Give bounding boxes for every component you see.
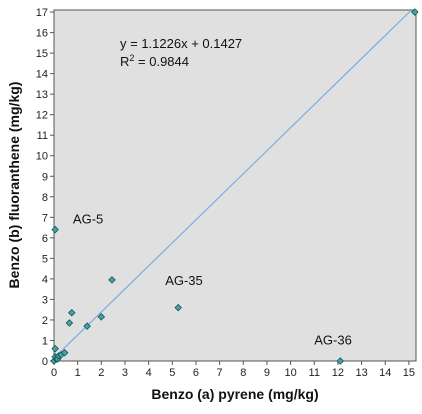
data-point (67, 308, 76, 317)
x-tick-label: 9 (264, 367, 270, 379)
y-tick-label: 8 (42, 192, 48, 204)
r-squared-superscript: 2 (129, 53, 134, 63)
point-annotation: AG-35 (165, 273, 203, 288)
x-axis-title: Benzo (a) pyrene (mg/kg) (151, 386, 318, 402)
plot-area (53, 9, 417, 362)
y-tick-label: 14 (36, 69, 48, 81)
x-tick-label: 7 (217, 367, 223, 379)
x-tick-label: 8 (240, 367, 246, 379)
r-squared-prefix: R (120, 54, 129, 69)
point-annotation: AG-5 (73, 211, 103, 226)
trendline-equation: y = 1.1226x + 0.1427 (120, 36, 242, 51)
y-tick-label: 0 (42, 356, 48, 368)
point-annotation: AG-36 (314, 333, 352, 348)
x-tick-label: 3 (122, 367, 128, 379)
x-axis-ticks: 0 1 2 3 4 5 6 7 8 9 10 11 12 13 14 15 (51, 361, 415, 379)
x-tick-label: 2 (98, 367, 104, 379)
trendline (53, 9, 412, 359)
r-squared-label: R2 = 0.9844 (120, 53, 189, 69)
data-point (65, 319, 74, 327)
x-tick-label: 11 (309, 367, 320, 379)
x-tick-label: 5 (169, 367, 175, 379)
x-tick-label: 10 (284, 367, 296, 379)
y-tick-label: 6 (42, 233, 48, 245)
y-tick-label: 13 (36, 89, 48, 101)
y-tick-label: 1 (42, 335, 48, 347)
data-point (174, 303, 182, 312)
data-point (97, 313, 106, 321)
y-tick-label: 10 (36, 151, 48, 163)
y-tick-label: 9 (42, 171, 48, 183)
y-tick-label: 4 (42, 274, 48, 286)
data-point (336, 357, 345, 365)
x-tick-label: 13 (355, 367, 367, 379)
x-tick-label: 12 (332, 367, 344, 379)
data-point (51, 344, 59, 353)
data-point (60, 349, 69, 357)
x-tick-label: 15 (403, 367, 415, 379)
data-point (411, 8, 419, 16)
x-tick-label: 1 (75, 367, 81, 379)
y-tick-label: 2 (42, 315, 48, 327)
y-tick-label: 3 (42, 294, 48, 306)
data-points (50, 8, 419, 365)
x-tick-label: 6 (193, 367, 199, 379)
y-tick-label: 7 (42, 212, 48, 224)
y-tick-label: 16 (36, 28, 48, 40)
x-tick-label: 4 (146, 367, 152, 379)
y-axis-title: Benzo (b) fluoranthene (mg/kg) (6, 82, 22, 289)
y-tick-label: 11 (37, 130, 48, 142)
y-tick-label: 5 (42, 253, 48, 265)
x-tick-label: 14 (379, 367, 391, 379)
y-tick-label: 12 (36, 110, 48, 122)
y-tick-label: 15 (36, 48, 48, 60)
data-point (108, 276, 116, 284)
x-tick-label: 0 (51, 367, 57, 379)
data-point (51, 225, 59, 234)
y-tick-label: 17 (36, 7, 48, 19)
r-squared-value: = 0.9844 (134, 54, 189, 69)
data-point (83, 322, 91, 330)
point-annotations: AG-5 AG-35 AG-36 (73, 211, 352, 347)
